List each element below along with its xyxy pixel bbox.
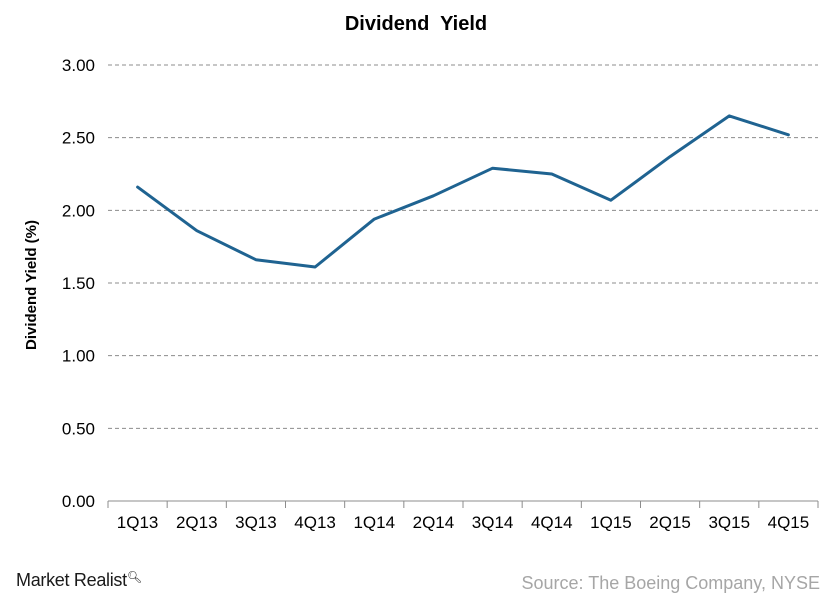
x-tick-label: 1Q14 bbox=[353, 513, 395, 532]
x-tick-label: 3Q14 bbox=[472, 513, 514, 532]
y-axis-label: Dividend Yield (%) bbox=[23, 220, 40, 350]
y-tick-label: 2.00 bbox=[62, 201, 95, 220]
gridlines bbox=[108, 64, 818, 429]
x-tick-label: 1Q15 bbox=[590, 513, 632, 532]
x-tick-label: 3Q13 bbox=[235, 513, 277, 532]
series-group bbox=[136, 114, 790, 269]
source-note: Source: The Boeing Company, NYSE bbox=[521, 573, 821, 593]
y-tick-label: 0.00 bbox=[62, 492, 95, 511]
y-tick-label: 1.00 bbox=[62, 347, 95, 366]
x-tick-label: 4Q13 bbox=[294, 513, 336, 532]
y-tick-label: 2.50 bbox=[62, 129, 95, 148]
y-tick-label: 3.00 bbox=[62, 56, 95, 75]
x-tick-label: 2Q14 bbox=[413, 513, 455, 532]
x-axis: 1Q13 2Q13 3Q13 4Q13 1Q14 2Q14 3Q14 4Q14 1Q15 2Q15… bbox=[107, 500, 819, 532]
y-tick-labels: 0.00 0.50 1.00 1.50 2.00 2.50 3.00 bbox=[62, 56, 95, 511]
x-tick-label: 3Q15 bbox=[708, 513, 750, 532]
x-tick-label: 2Q13 bbox=[176, 513, 218, 532]
y-tick-label: 1.50 bbox=[62, 274, 95, 293]
chart-title: Dividend Yield bbox=[345, 13, 487, 35]
brand-logo: Market Realist🔍︎ bbox=[16, 570, 142, 591]
x-tick-label: 2Q15 bbox=[649, 513, 691, 532]
x-tick-label: 4Q14 bbox=[531, 513, 573, 532]
x-tick-label: 4Q15 bbox=[768, 513, 810, 532]
series-line-0 bbox=[136, 114, 790, 269]
magnifier-icon: 🔍︎ bbox=[126, 570, 142, 584]
y-tick-label: 0.50 bbox=[62, 419, 95, 438]
brand-name: Market Realist bbox=[16, 570, 127, 590]
x-tick-label: 1Q13 bbox=[117, 513, 159, 532]
